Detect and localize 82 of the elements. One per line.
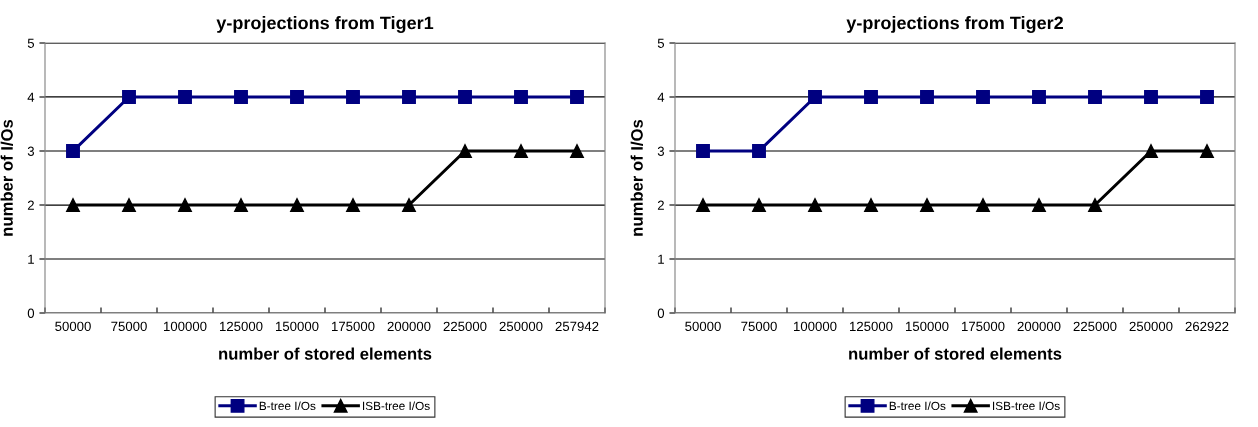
x-tick-label: 75000	[111, 321, 147, 332]
x-axis-title: number of stored elements	[219, 347, 432, 360]
x-tick-label: 262922	[1185, 321, 1229, 332]
point	[514, 144, 528, 158]
x-tick-label: 100000	[793, 321, 837, 332]
point	[514, 90, 528, 104]
point	[66, 198, 80, 212]
point	[696, 144, 710, 158]
y-tick-label: 1	[28, 254, 34, 264]
y-axis-title: number of I/Os	[630, 119, 644, 236]
legend-label: B-tree I/Os	[889, 401, 946, 411]
legend-label: ISB-tree I/Os	[363, 401, 430, 411]
y-tick-label: 5	[657, 38, 665, 48]
point	[920, 198, 934, 212]
point	[234, 198, 248, 212]
y-tick-label: 4	[27, 92, 35, 102]
point	[1200, 90, 1214, 104]
point	[346, 90, 360, 104]
y-axis-title: number of I/Os	[0, 119, 14, 236]
point	[920, 90, 934, 104]
point	[458, 144, 472, 158]
point	[976, 198, 990, 212]
point	[1032, 198, 1046, 212]
y-tick-label: 0	[27, 308, 35, 318]
point	[864, 90, 878, 104]
legend-label: B-tree I/Os	[259, 401, 316, 411]
x-tick-label: 150000	[275, 321, 319, 332]
point	[122, 90, 136, 104]
x-tick-label: 257942	[555, 321, 599, 332]
x-tick-label: 175000	[961, 321, 1005, 332]
x-axis-title: number of stored elements	[849, 347, 1062, 360]
point	[178, 198, 192, 212]
point	[808, 90, 822, 104]
point	[570, 144, 584, 158]
point	[752, 198, 766, 212]
point	[1200, 144, 1214, 158]
point	[178, 90, 192, 104]
chart-title: y-projections from Tiger1	[216, 16, 434, 33]
x-tick-label: 125000	[219, 321, 263, 332]
point	[1088, 198, 1102, 212]
x-tick-label: 75000	[741, 321, 777, 332]
y-tick-label: 3	[657, 146, 664, 156]
y-tick-label: 1	[658, 254, 664, 264]
point	[346, 198, 360, 212]
point	[66, 144, 80, 158]
point	[1144, 144, 1158, 158]
point	[976, 90, 990, 104]
point	[1144, 90, 1158, 104]
x-tick-label: 225000	[443, 321, 487, 332]
point	[290, 198, 304, 212]
y-tick-label: 2	[27, 200, 34, 210]
point	[402, 90, 416, 104]
x-tick-label: 200000	[387, 321, 431, 332]
chart-title: y-projections from Tiger2	[846, 16, 1063, 33]
x-tick-label: 225000	[1073, 321, 1117, 332]
x-tick-label: 250000	[499, 321, 543, 332]
x-tick-label: 50000	[685, 321, 721, 332]
x-tick-label: 100000	[163, 321, 207, 332]
point	[1032, 90, 1046, 104]
point	[752, 144, 766, 158]
point	[1088, 90, 1102, 104]
point	[570, 90, 584, 104]
x-tick-label: 50000	[55, 321, 91, 332]
x-tick-label: 250000	[1129, 321, 1173, 332]
point	[458, 90, 472, 104]
y-tick-label: 0	[657, 308, 665, 318]
y-tick-label: 5	[27, 38, 35, 48]
x-tick-label: 150000	[905, 321, 949, 332]
point	[234, 90, 248, 104]
legend-label: ISB-tree I/Os	[993, 401, 1060, 411]
x-tick-label: 125000	[849, 321, 893, 332]
point	[402, 198, 416, 212]
point	[122, 198, 136, 212]
y-tick-label: 2	[657, 200, 664, 210]
y-tick-label: 4	[657, 92, 665, 102]
point	[864, 198, 878, 212]
point	[696, 198, 710, 212]
y-tick-label: 3	[27, 146, 34, 156]
point	[290, 90, 304, 104]
point	[808, 198, 822, 212]
x-tick-label: 175000	[331, 321, 375, 332]
x-tick-label: 200000	[1017, 321, 1061, 332]
